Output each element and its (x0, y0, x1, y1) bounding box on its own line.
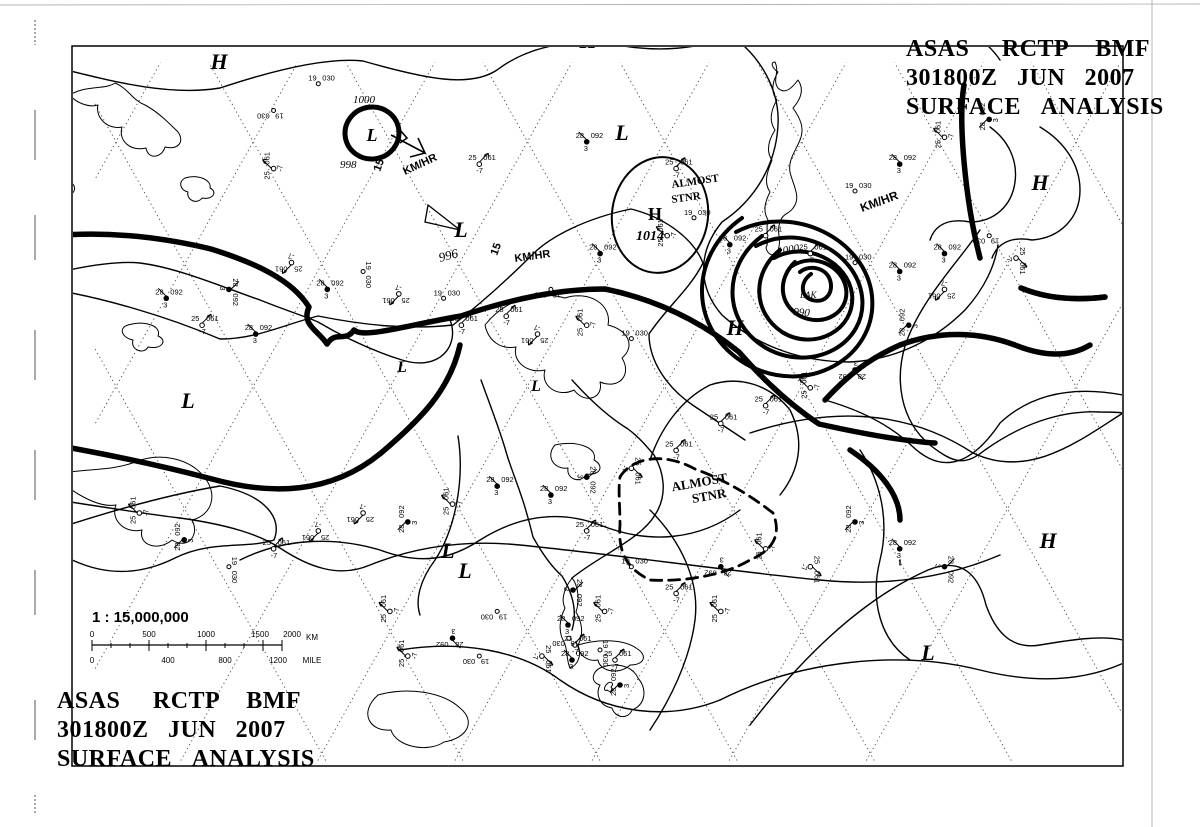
svg-text:15: 15 (489, 241, 504, 257)
svg-text:STNR: STNR (671, 190, 703, 206)
svg-text:L: L (614, 120, 628, 145)
svg-text:1000: 1000 (353, 94, 376, 106)
svg-text:400: 400 (161, 656, 175, 665)
svg-text:L: L (530, 378, 541, 395)
svg-text:KM/HR: KM/HR (858, 188, 900, 215)
svg-text:H: H (578, 28, 597, 53)
svg-text:SURFACE ANALYSIS: SURFACE ANALYSIS (906, 94, 1164, 120)
svg-text:L: L (396, 359, 407, 376)
svg-text:KM/HR: KM/HR (401, 152, 439, 178)
svg-text:ASAS RCTP BMF: ASAS RCTP BMF (57, 688, 301, 714)
svg-text:KM/HR: KM/HR (514, 248, 551, 265)
svg-text:15: 15 (372, 157, 387, 173)
svg-text:LAK: LAK (799, 290, 818, 300)
svg-text:H: H (725, 315, 744, 340)
svg-text:H: H (1038, 528, 1057, 553)
svg-text:1000: 1000 (776, 242, 800, 258)
svg-text:L: L (366, 125, 378, 145)
svg-text:800: 800 (218, 656, 232, 665)
svg-text:L: L (440, 538, 454, 563)
svg-text:L: L (920, 640, 934, 665)
svg-text:H: H (209, 49, 228, 74)
svg-text:1200: 1200 (269, 656, 287, 665)
svg-text:301800Z JUN 2007: 301800Z JUN 2007 (57, 717, 286, 743)
svg-text:1500: 1500 (251, 630, 269, 639)
svg-text:MILE: MILE (303, 656, 322, 665)
svg-text:500: 500 (142, 630, 156, 639)
svg-text:H: H (1030, 170, 1049, 195)
svg-text:2000: 2000 (283, 630, 301, 639)
svg-text:0: 0 (90, 630, 95, 639)
svg-text:998: 998 (340, 159, 357, 171)
svg-text:L: L (180, 388, 194, 413)
svg-text:301800Z JUN 2007: 301800Z JUN 2007 (906, 65, 1135, 91)
svg-text:KM: KM (306, 633, 318, 642)
svg-text:SURFACE ANALYSIS: SURFACE ANALYSIS (57, 746, 315, 772)
svg-text:0: 0 (90, 656, 95, 665)
svg-text:996: 996 (437, 245, 460, 265)
svg-text:ASAS RCTP BMF: ASAS RCTP BMF (906, 36, 1150, 62)
svg-text:1 : 15,000,000: 1 : 15,000,000 (92, 609, 189, 626)
svg-text:1000: 1000 (197, 630, 215, 639)
svg-text:L: L (457, 558, 471, 583)
svg-text:990: 990 (793, 306, 811, 319)
